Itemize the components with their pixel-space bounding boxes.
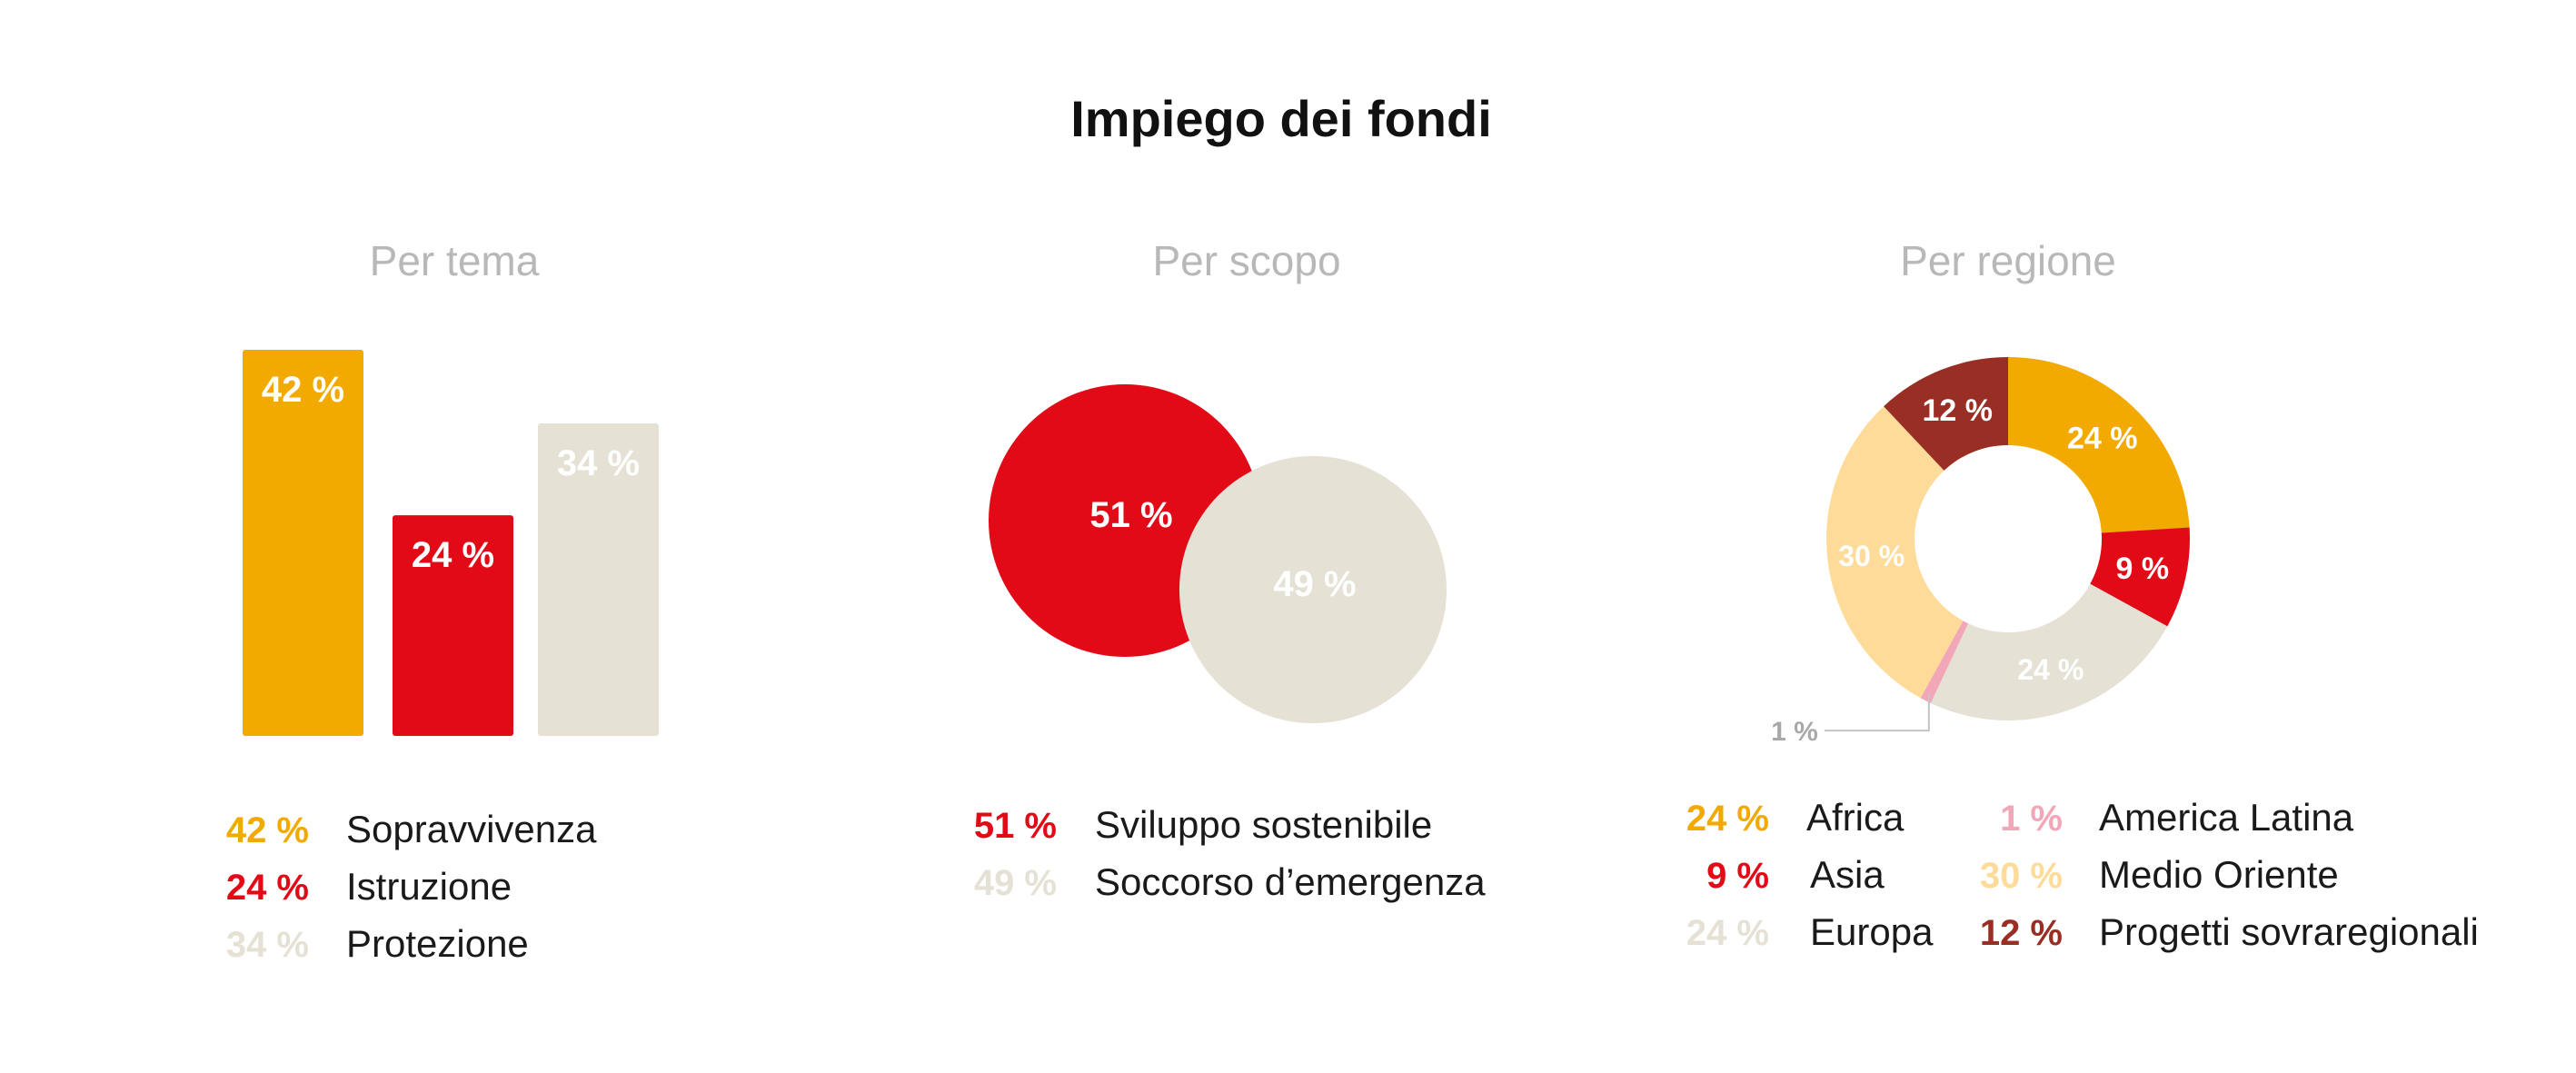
legend-pct-soccorso-d-emergenza: 49 %: [974, 863, 1057, 903]
donut-slice-america-latina: [1920, 621, 1969, 703]
donut-slice-medio-oriente: [1826, 406, 1964, 699]
legend-pct-medio-oriente: 30 %: [1980, 856, 2063, 896]
bar-istruzione: [393, 515, 513, 736]
circle-value-label-sviluppo-sostenibile: 51 %: [1089, 495, 1172, 535]
callout-label-america-latina: 1 %: [1771, 717, 1818, 747]
circle-value-label-soccorso-d-emergenza: 49 %: [1273, 564, 1356, 604]
legend-label-soccorso-d-emergenza: Soccorso d’emergenza: [1095, 860, 1486, 903]
bar-value-label-sopravvivenza: 42 %: [262, 370, 344, 410]
legend-per-regione: 24 % Africa 9 % Asia 24 % Europa 1 % America La…: [1686, 796, 2479, 953]
legend-label-africa: Africa: [1806, 796, 1905, 839]
subtitle-per-tema: Per tema: [370, 237, 540, 284]
bar-value-label-protezione: 34 %: [557, 443, 640, 483]
donut-value-label-africa: 24 %: [2067, 422, 2138, 456]
legend-label-progetti-sovraregionali: Progetti sovraregionali: [2099, 910, 2479, 953]
bar-group: 42 % 24 % 34 %: [243, 350, 659, 736]
legend-label-asia: Asia: [1810, 853, 1885, 896]
circle-group: 51 % 49 %: [989, 384, 1447, 724]
main-title: Impiego dei fondi: [1070, 90, 1492, 147]
legend-pct-progetti-sovraregionali: 12 %: [1980, 913, 2063, 953]
legend-per-scopo: 51 % Sviluppo sostenibile 49 % Soccorso d’e…: [974, 803, 1486, 903]
subtitle-per-regione: Per regione: [1900, 237, 2116, 284]
legend-pct-sviluppo-sostenibile: 51 %: [974, 806, 1057, 846]
donut-value-label-europa: 24 %: [2017, 653, 2084, 686]
donut-slice-asia: [2090, 527, 2190, 627]
legend-pct-istruzione: 24 %: [226, 868, 309, 908]
legend-pct-africa: 24 %: [1686, 799, 1769, 839]
donut-value-label-progetti-sovraregionali: 12 %: [1922, 393, 1993, 428]
legend-per-tema: 42 % Sopravvivenza 24 % Istruzione 34 % Prote…: [226, 808, 597, 965]
panel-per-regione: Per regione 24 % 9 % 24 % 1 % 30 % 12 % 24 % A…: [1686, 237, 2479, 953]
legend-pct-asia: 9 %: [1706, 856, 1769, 896]
subtitle-per-scopo: Per scopo: [1152, 237, 1340, 284]
legend-label-sopravvivenza: Sopravvivenza: [346, 808, 597, 850]
donut-group: 24 % 9 % 24 % 1 % 30 % 12 %: [1771, 357, 2190, 747]
legend-label-protezione: Protezione: [346, 922, 529, 965]
bar-value-label-istruzione: 24 %: [412, 535, 494, 575]
donut-value-label-medio-oriente: 30 %: [1838, 540, 1905, 572]
legend-pct-europa: 24 %: [1686, 913, 1769, 953]
legend-label-sviluppo-sostenibile: Sviluppo sostenibile: [1095, 803, 1432, 846]
legend-pct-protezione: 34 %: [226, 925, 309, 965]
legend-label-medio-oriente: Medio Oriente: [2099, 853, 2339, 896]
circle-soccorso-d-emergenza: [1179, 455, 1447, 724]
legend-label-istruzione: Istruzione: [346, 865, 512, 908]
panel-per-tema: Per tema 42 % 24 % 34 % 42 % Sopravvivenza 2…: [226, 237, 659, 965]
bar-protezione: [538, 422, 659, 736]
legend-pct-sopravvivenza: 42 %: [226, 810, 309, 850]
callout-line-america-latina: [1824, 694, 1930, 732]
legend-label-europa: Europa: [1810, 910, 1934, 953]
donut-slice-europa: [1930, 583, 2168, 720]
bar-sopravvivenza: [243, 350, 363, 736]
donut-slice-progetti-sovraregionali: [1884, 357, 2008, 471]
donut-value-label-asia: 9 %: [2116, 551, 2170, 586]
legend-pct-america-latina: 1 %: [2000, 799, 2063, 839]
legend-label-america-latina: America Latina: [2099, 796, 2354, 839]
panel-per-scopo: Per scopo 51 % 49 % 51 % Sviluppo sostenib…: [974, 237, 1486, 903]
donut-slice-africa: [2008, 357, 2190, 533]
